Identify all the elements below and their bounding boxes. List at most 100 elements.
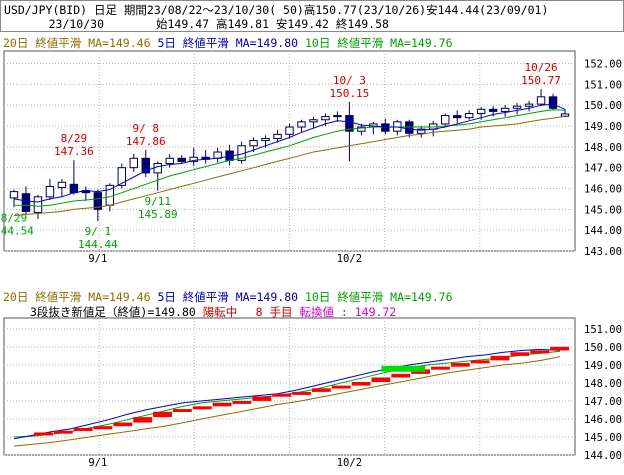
candle-body: [452, 115, 462, 119]
candle-body: [476, 108, 486, 115]
candle-body: [536, 96, 546, 105]
renko-brick-down: [381, 365, 426, 372]
candle-body: [141, 157, 150, 174]
candle-body: [560, 113, 570, 117]
candle-body: [165, 157, 174, 165]
bottom-legend: 20日 終値平滑 MA=149.46 5日 終値平滑 MA=149.80 10日…: [3, 289, 453, 305]
annotation-high-price: 150.15: [330, 87, 370, 100]
renko-brick: [53, 430, 73, 434]
renko-brick: [550, 346, 569, 351]
candle-body: [273, 133, 282, 139]
annotation-low-price: 145.89: [138, 208, 178, 221]
annotation-high-date: 8/29: [61, 132, 88, 145]
candle-body: [285, 126, 294, 135]
renko-brick: [133, 417, 153, 423]
renko-brick: [530, 350, 550, 354]
annotation-high-price: 147.86: [126, 135, 166, 148]
bottom-legend-ma10: 10日 終値平滑 MA=149.76: [304, 290, 453, 304]
candle-body: [500, 107, 510, 112]
price-y-tick-label: 144.00: [584, 225, 622, 237]
renko-brick: [153, 411, 172, 418]
annotation-high-date: 9/ 8: [133, 122, 160, 135]
candle-body: [21, 193, 31, 212]
renko-brick: [331, 385, 351, 389]
annotation-low-price: 144.44: [78, 238, 118, 251]
candle-body: [297, 121, 306, 128]
renko-brick: [93, 426, 113, 430]
annotation-high-price: 147.36: [54, 145, 94, 158]
renko-brick: [371, 377, 391, 382]
candle-body: [548, 96, 558, 109]
candle-body: [117, 167, 127, 186]
price-ma20-line: [13, 115, 566, 217]
renko-brick: [172, 409, 192, 413]
top-legend-ma10: 10日 終値平滑 MA=149.76: [304, 36, 453, 50]
annotation-low-date: 9/ 1: [85, 225, 112, 238]
renko-y-tick-label: 151.00: [584, 324, 622, 336]
renko-ma5-line: [13, 348, 561, 440]
candle-body: [249, 140, 258, 147]
renko-brick: [510, 352, 530, 356]
annotation-low-date: 8/29: [1, 211, 28, 224]
renko-brick: [450, 363, 470, 367]
bottom-legend-ma5: 5日 終値平滑 MA=149.80: [157, 290, 299, 304]
renko-y-tick-label: 148.00: [584, 378, 622, 390]
chart-header: USD/JPY(BID) 日足 期間23/08/22～23/10/30( 50)…: [0, 0, 624, 32]
candle-body: [45, 185, 55, 198]
renko-x-tick-label: 10/2: [337, 457, 362, 469]
price-y-tick-label: 143.00: [584, 246, 622, 258]
renko-y-tick-label: 149.00: [584, 360, 622, 372]
candle-body: [69, 183, 79, 194]
candle-body: [261, 138, 270, 142]
bottom-legend-ma20: 20日 終値平滑 MA=149.46: [3, 290, 151, 304]
renko-plot-frame: [3, 317, 576, 456]
price-x-tick-label: 9/1: [88, 253, 107, 265]
top-legend-ma5: 5日 終値平滑 MA=149.80: [157, 36, 299, 50]
renko-brick: [192, 406, 212, 410]
candle-body: [33, 196, 43, 213]
price-y-tick-label: 149.00: [584, 121, 622, 133]
annotation-high-price: 150.77: [521, 74, 561, 87]
candle-body: [93, 192, 103, 210]
renko-y-tick-label: 145.00: [584, 432, 622, 444]
price-y-tick-label: 151.00: [584, 79, 622, 91]
renko-brick: [113, 422, 133, 427]
header-ohlc: 始149.47 高149.81 安149.42 終149.58: [156, 17, 389, 31]
renko-brick: [470, 360, 490, 364]
candle-body: [512, 105, 522, 109]
candle-body: [464, 113, 474, 119]
annotation-high-date: 10/26: [524, 61, 557, 74]
candle-body: [153, 163, 162, 174]
renko-status: 陽転中 8 手目: [202, 305, 293, 319]
price-y-tick-label: 146.00: [584, 184, 622, 196]
price-y-tick-label: 152.00: [584, 59, 622, 71]
renko-y-tick-label: 150.00: [584, 342, 622, 354]
candle-body: [488, 108, 498, 112]
renko-y-tick-label: 147.00: [584, 396, 622, 408]
renko-close-label: 3段抜き新値足（終値)=149.80: [30, 305, 196, 319]
renko-brick: [73, 427, 93, 431]
candle-body: [524, 103, 534, 107]
annotation-high-date: 10/ 3: [333, 74, 366, 87]
candle-body: [189, 156, 198, 162]
price-y-tick-label: 147.00: [584, 163, 622, 175]
candle-body: [309, 119, 318, 123]
candle-body: [417, 128, 426, 134]
renko-brick: [272, 393, 292, 397]
candle-body: [9, 191, 19, 199]
renko-brick: [292, 391, 311, 395]
renko-y-tick-label: 146.00: [584, 414, 622, 426]
candle-body: [333, 115, 342, 118]
renko-status-line: 3段抜き新値足（終値)=149.80 陽転中 8 手目 転換値 : 149.72: [30, 304, 396, 320]
price-x-tick-label: 10/2: [337, 253, 362, 265]
price-y-tick-label: 148.00: [584, 142, 622, 154]
price-y-tick-label: 145.00: [584, 204, 622, 216]
renko-ma20-line: [13, 356, 561, 447]
renko-brick: [311, 388, 331, 392]
price-ma5-line: [13, 103, 566, 203]
candle-body: [345, 115, 354, 132]
renko-y-tick-label: 144.00: [584, 450, 622, 462]
renko-brick: [391, 373, 411, 378]
renko-x-tick-label: 9/1: [88, 457, 107, 469]
